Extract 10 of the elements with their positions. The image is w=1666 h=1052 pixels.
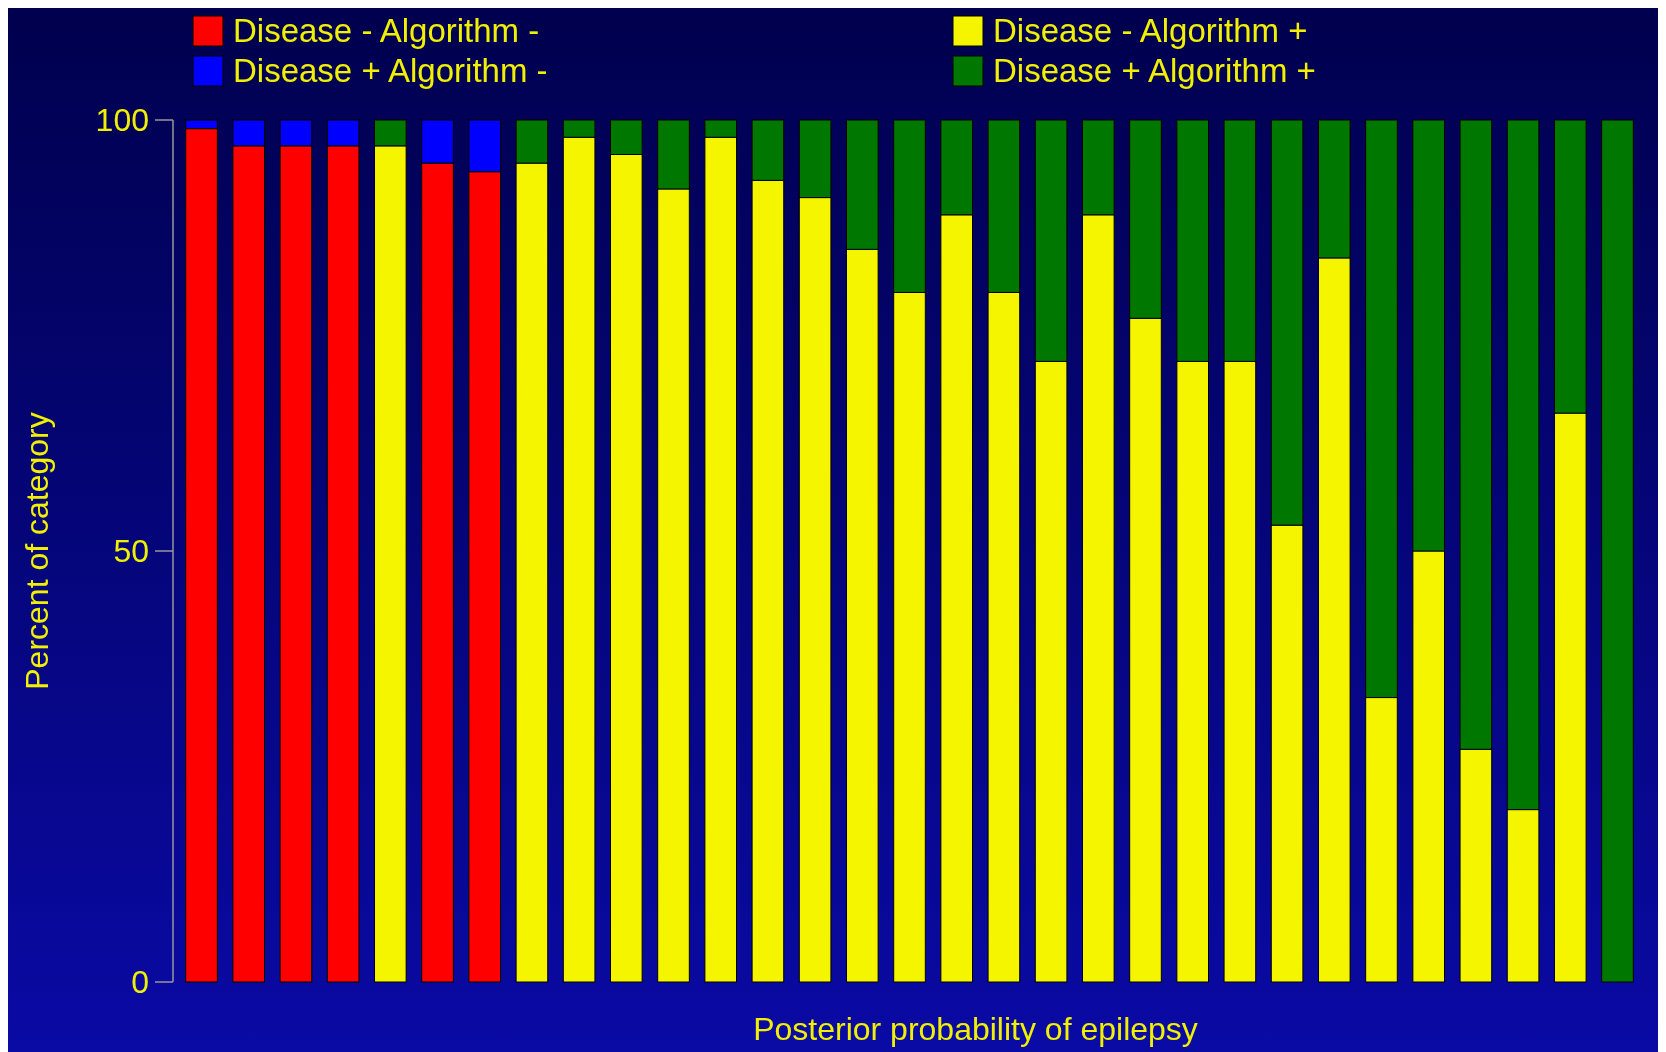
- y-tick-label: 0: [131, 964, 149, 1001]
- x-axis-title: Posterior probability of epilepsy: [753, 1011, 1198, 1047]
- y-tick-label: 100: [95, 102, 149, 139]
- legend-label: Disease - Algorithm +: [993, 11, 1308, 49]
- y-tick-label: 50: [113, 533, 149, 570]
- legend-label: Disease - Algorithm -: [233, 11, 540, 49]
- legend-label: Disease + Algorithm -: [233, 51, 548, 89]
- y-axis-title: Percent of category: [19, 412, 55, 690]
- legend-label: Disease + Algorithm +: [993, 51, 1316, 89]
- bar: [1601, 119, 1634, 983]
